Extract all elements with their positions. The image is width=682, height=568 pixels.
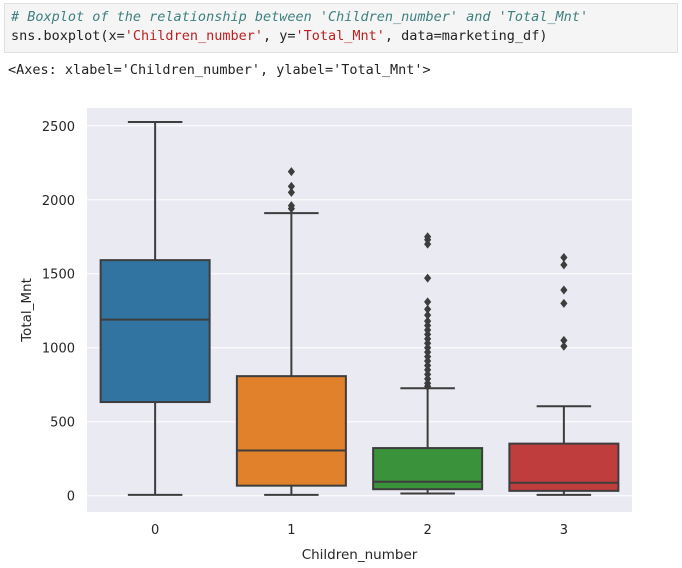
- outlier-point: [424, 304, 432, 314]
- outlier-point: [424, 316, 432, 326]
- boxplot-chart: 0 500 1000 1500 2000 2500 0 1 2 3 Children_number T…: [19, 108, 632, 563]
- y-axis-label: Total_Mnt: [19, 278, 35, 343]
- outlier-point: [424, 297, 432, 307]
- box-2: [372, 447, 484, 491]
- outlier-point: [560, 341, 568, 351]
- y-tick-label: 1500: [42, 268, 75, 283]
- y-tick-label: 2000: [42, 194, 75, 209]
- x-tick-label: 2: [423, 523, 431, 538]
- y-tick-label: 1000: [42, 342, 75, 357]
- x-tick-label: 3: [560, 523, 568, 538]
- x-tick-label: 0: [151, 523, 159, 538]
- output-text: <Axes: xlabel='Children_number', ylabel=…: [8, 62, 431, 78]
- y-tick-label: 500: [50, 416, 75, 431]
- box-1: [235, 375, 347, 487]
- y-tick-label: 0: [67, 490, 75, 505]
- outlier-point: [560, 298, 568, 308]
- code-x-arg: 'Children_number': [124, 28, 263, 44]
- code-comment: # Boxplot of the relationship between 'C…: [11, 9, 589, 25]
- outlier-point: [424, 273, 432, 283]
- code-cell[interactable]: # Boxplot of the relationship between 'C…: [4, 3, 678, 53]
- x-axis-label: Children_number: [302, 547, 418, 563]
- outlier-point: [287, 201, 295, 211]
- code-prefix: sns.boxplot(x=: [11, 28, 125, 44]
- outlier-point: [424, 310, 432, 320]
- outlier-point: [560, 335, 568, 345]
- outlier-point: [287, 181, 295, 191]
- code-mid2: , data=marketing_df): [384, 28, 548, 44]
- outlier-point: [287, 187, 295, 197]
- outlier-point: [287, 167, 295, 177]
- outlier-point: [560, 285, 568, 295]
- y-tick-label: 2500: [42, 120, 75, 135]
- x-tick-label: 1: [287, 523, 295, 538]
- box-3: [508, 442, 620, 492]
- code-mid1: , y=: [262, 28, 296, 44]
- outlier-point: [424, 232, 432, 242]
- outlier-point: [560, 252, 568, 262]
- box-0: [99, 259, 211, 404]
- outlier-point: [560, 260, 568, 270]
- code-y-arg: 'Total_Mnt': [295, 28, 385, 44]
